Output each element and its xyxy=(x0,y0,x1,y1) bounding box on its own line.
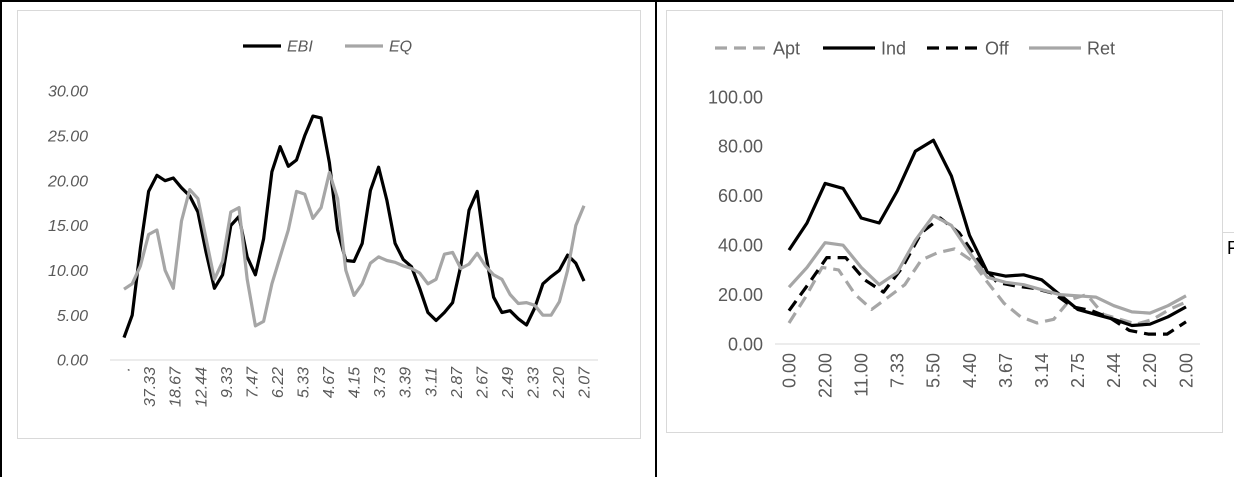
x-tick-label: 7.47 xyxy=(244,366,261,398)
x-tick-label: 22.00 xyxy=(815,353,835,398)
x-tick-label: 2.07 xyxy=(577,366,594,399)
x-tick-label: 11.00 xyxy=(851,353,871,397)
y-tick-label: 25.00 xyxy=(47,128,88,145)
x-tick-label: 3.67 xyxy=(996,353,1016,388)
x-tick-label: 2.00 xyxy=(1176,353,1196,388)
series-line-off xyxy=(787,216,1187,336)
x-tick-label: 3.11 xyxy=(423,367,440,397)
y-tick-label: 100.00 xyxy=(708,87,763,107)
chart-right: 0.00 20.00 40.00 60.00 80.00 100.00 0.00 22.00 1… xyxy=(708,38,1200,398)
series-line-ebi xyxy=(122,114,586,339)
x-tick-label: 6.22 xyxy=(270,367,287,398)
gap-divider xyxy=(1221,232,1234,233)
y-tick-label: 60.00 xyxy=(718,186,763,206)
x-tick-label: 37.33 xyxy=(142,367,159,407)
x-tick-label: 3.73 xyxy=(372,367,389,398)
legend-label-eq: EQ xyxy=(389,39,412,56)
x-tick-label: 2.87 xyxy=(449,366,466,399)
series-line-eq xyxy=(123,171,586,328)
legend-label-ebi: EBI xyxy=(287,39,313,56)
series-line-ret xyxy=(787,214,1187,315)
x-tick-label: 4.67 xyxy=(321,366,338,398)
x-tick-label: 2.33 xyxy=(525,367,542,399)
y-tick-label: 0.00 xyxy=(57,353,88,370)
x-tick-label: 2.20 xyxy=(1140,353,1160,388)
stray-text: F xyxy=(1227,238,1234,258)
series-line-ind xyxy=(787,138,1187,328)
table-border-left xyxy=(0,0,2,477)
x-tick-label: 7.33 xyxy=(888,353,908,388)
legend-label-off: Off xyxy=(985,38,1010,58)
x-tick-label: 2.67 xyxy=(474,366,491,399)
x-tick-label: . xyxy=(117,367,134,371)
chart-panel-right: 0.00 20.00 40.00 60.00 80.00 100.00 0.00 22.00 1… xyxy=(666,10,1223,433)
y-tick-label: 40.00 xyxy=(718,236,763,256)
y-tick-label: 30.00 xyxy=(48,84,88,101)
x-tick-label: 2.20 xyxy=(551,367,568,399)
x-tick-label: 3.14 xyxy=(1032,353,1052,388)
legend-label-ind: Ind xyxy=(881,38,906,58)
chart-panel-left: 0.00 5.00 10.00 15.00 20.00 25.00 30.00. 37.33 1… xyxy=(17,10,641,439)
chart-left: 0.00 5.00 10.00 15.00 20.00 25.00 30.00. 37.33 1… xyxy=(47,39,598,407)
y-tick-label: 0.00 xyxy=(728,334,763,354)
x-tick-label: 2.49 xyxy=(500,367,517,399)
y-tick-label: 20.00 xyxy=(718,285,763,305)
x-tick-label: 0.00 xyxy=(779,353,799,388)
table-border-top xyxy=(0,0,1234,2)
table-border-middle xyxy=(655,0,657,477)
series-line-apt xyxy=(787,247,1187,326)
y-tick-label: 20.00 xyxy=(47,173,88,190)
x-tick-label: 5.50 xyxy=(924,353,944,388)
y-tick-label: 15.00 xyxy=(48,218,88,235)
x-tick-label: 18.67 xyxy=(168,366,185,407)
x-tick-label: 3.39 xyxy=(398,367,415,398)
x-tick-label: 2.44 xyxy=(1104,353,1124,388)
x-tick-label: 4.15 xyxy=(347,367,364,398)
x-tick-label: 2.75 xyxy=(1068,353,1088,388)
y-tick-label: 80.00 xyxy=(718,137,763,157)
x-tick-label: 5.33 xyxy=(295,367,312,398)
y-tick-label: 5.00 xyxy=(57,308,88,325)
legend-label-ret: Ret xyxy=(1087,38,1115,58)
x-tick-label: 9.33 xyxy=(219,367,236,398)
x-tick-label: 4.40 xyxy=(960,353,980,388)
x-tick-label: 12.44 xyxy=(193,367,210,407)
y-tick-label: 10.00 xyxy=(48,263,88,280)
legend-label-apt: Apt xyxy=(773,38,800,58)
